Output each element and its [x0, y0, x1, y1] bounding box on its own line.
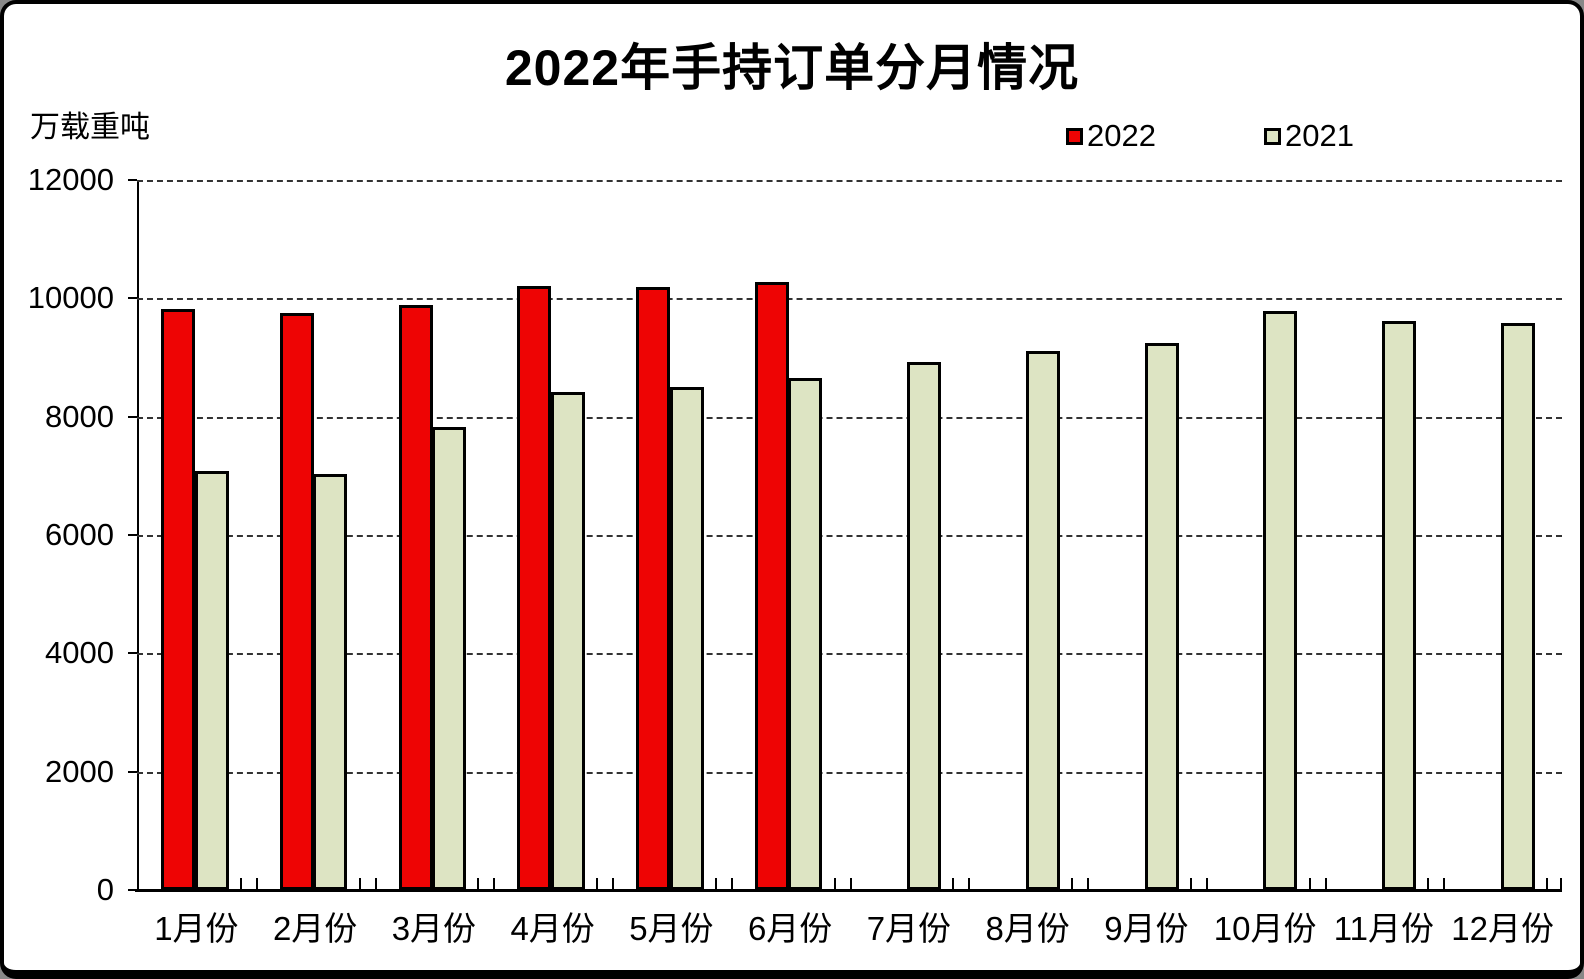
bar-2021-month-12: [1500, 323, 1535, 890]
bar-2021-month-6: [788, 377, 823, 890]
bar-2021-month-10: [1263, 311, 1298, 890]
x-tick-label-1: 1月份: [154, 910, 239, 947]
legend-swatch-2022: [1066, 127, 1083, 145]
bar-2022-month-4: [517, 285, 552, 890]
x-axis-tick-9a: [1189, 878, 1192, 890]
x-tick-label-6: 6月份: [747, 910, 833, 947]
y-axis-tick-0: [128, 889, 137, 891]
y-axis-tick-2000: [128, 770, 137, 773]
bar-2021-month-5: [669, 387, 704, 890]
plot-area: 0 2000 4000 6000 8000 10000 12000 1月份 2月份 3月份 4月份 5…: [28, 162, 1562, 947]
gridline-6000: [137, 535, 1562, 537]
x-axis-line: [135, 889, 1562, 892]
x-axis-tick-11a: [1427, 878, 1430, 890]
gridline-12000: [137, 180, 1562, 182]
x-axis-tick-1b: [255, 878, 258, 890]
x-axis-tick-3b: [493, 878, 496, 890]
legend-label-2021: 2021: [1284, 118, 1354, 153]
x-tick-label-2: 2月份: [272, 910, 358, 947]
gridline-8000: [137, 416, 1562, 419]
x-axis-tick-2a: [358, 878, 361, 890]
x-axis-tick-6b: [849, 878, 852, 890]
x-axis-tick-5a: [714, 878, 717, 890]
bar-2021-month-8: [1025, 351, 1060, 890]
bar-2021-month-11: [1382, 320, 1416, 890]
y-tick-label-10000: 10000: [27, 280, 114, 316]
x-tick-label-8: 8月份: [985, 910, 1070, 947]
legend-item-2022: 2022: [1066, 118, 1156, 154]
x-axis-tick-5b: [730, 878, 733, 890]
x-tick-label-4: 4月份: [510, 910, 595, 947]
chart-title: 2022年手持订单分月情况: [504, 40, 1080, 96]
x-tick-label-3: 3月份: [391, 910, 477, 947]
legend: 2022 2021: [1066, 118, 1354, 154]
bar-2022-month-1: [161, 308, 195, 890]
x-tick-label-11: 11月份: [1333, 910, 1434, 947]
x-tick-label-7: 7月份: [866, 910, 952, 947]
bar-2022-month-2: [279, 312, 314, 890]
x-axis-tick-12a: [1546, 878, 1548, 890]
x-axis-tick-1a: [239, 878, 242, 890]
bar-2021-month-2: [313, 474, 348, 890]
y-axis-tick-4000: [128, 652, 137, 655]
gridline-2000: [137, 771, 1562, 774]
x-axis-tick-7b: [968, 878, 971, 890]
x-axis-tick-6a: [833, 878, 836, 890]
bar-2021-month-7: [907, 361, 941, 890]
x-tick-label-10: 10月份: [1213, 910, 1317, 947]
bar-2021-month-1: [194, 471, 229, 890]
y-axis-tick-6000: [128, 534, 137, 536]
gridline-10000: [137, 298, 1562, 301]
y-tick-label-4000: 4000: [45, 635, 114, 671]
x-axis-tick-11b: [1443, 878, 1446, 890]
bar-2022-month-6: [754, 282, 789, 890]
x-axis-tick-3a: [477, 878, 480, 890]
y-tick-label-8000: 8000: [45, 398, 114, 434]
x-axis-tick-12b: [1560, 878, 1562, 890]
y-axis-tick-8000: [128, 415, 137, 418]
y-tick-label-0: 0: [96, 872, 114, 907]
y-axis-unit-label: 万载重吨: [30, 111, 150, 144]
y-axis-tick-10000: [128, 297, 137, 300]
bar-2021-month-9: [1144, 342, 1179, 890]
x-axis-tick-8b: [1087, 878, 1089, 890]
y-tick-label-6000: 6000: [45, 517, 114, 552]
y-tick-label-2000: 2000: [45, 753, 114, 789]
x-axis-tick-10b: [1324, 878, 1327, 890]
x-axis-tick-2b: [374, 878, 377, 890]
y-axis-tick-12000: [128, 179, 137, 181]
x-tick-label-9: 9月份: [1104, 910, 1189, 947]
legend-label-2022: 2022: [1087, 118, 1156, 153]
x-axis-tick-7a: [952, 878, 955, 890]
x-axis-tick-10a: [1308, 878, 1311, 890]
bar-2021-month-4: [550, 391, 585, 890]
bar-2022-month-3: [398, 305, 433, 890]
x-tick-label-5: 5月份: [629, 910, 714, 947]
legend-swatch-2021: [1263, 127, 1281, 145]
y-tick-label-12000: 12000: [27, 162, 114, 197]
bar-2021-month-3: [432, 426, 466, 890]
bar-2022-month-5: [636, 287, 670, 890]
x-axis-tick-4b: [612, 878, 614, 890]
gridline-4000: [137, 653, 1562, 656]
x-axis-tick-4a: [596, 878, 598, 890]
x-axis-tick-9b: [1205, 878, 1208, 890]
x-axis-tick-8a: [1071, 878, 1073, 890]
x-tick-label-12: 12月份: [1451, 910, 1554, 947]
legend-item-2021: 2021: [1263, 118, 1354, 154]
